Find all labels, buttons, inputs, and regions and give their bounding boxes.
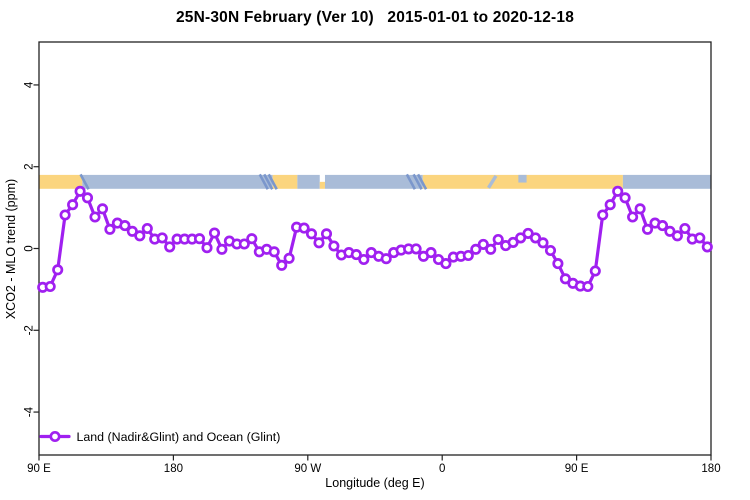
data-point-marker (276, 259, 288, 271)
legend: Land (Nadir&Glint) and Ocean (Glint) (39, 430, 281, 444)
data-point-marker (597, 209, 609, 221)
data-point-marker (156, 232, 168, 244)
coast-slash (258, 173, 269, 190)
data-point-marker (641, 223, 654, 235)
y-tick-label: 0 (24, 245, 36, 251)
coast-slash (412, 173, 423, 190)
x-tick-label: 180 (701, 463, 720, 475)
data-point-marker (694, 232, 706, 244)
band-segment-land (319, 181, 325, 189)
data-point-marker (507, 236, 519, 248)
data-point-marker (656, 220, 669, 232)
data-point-marker (305, 228, 318, 240)
data-point-marker (208, 227, 221, 239)
data-point-marker (193, 233, 206, 245)
data-point-marker (477, 238, 489, 250)
x-tick-label: 180 (164, 463, 183, 475)
data-point-marker (664, 225, 676, 237)
data-point-marker (201, 242, 213, 254)
chart-title: 25N-30N February (Ver 10) 2015-01-01 to … (175, 9, 575, 26)
data-point-marker (89, 211, 101, 223)
data-point-marker (298, 222, 310, 234)
coast-slash (267, 173, 278, 190)
data-point-marker (425, 247, 437, 259)
data-point-marker (529, 232, 542, 244)
sea-notch (518, 174, 527, 183)
data-point-marker (238, 238, 250, 250)
data-point-marker (410, 243, 422, 255)
data-point-marker (141, 222, 153, 235)
data-point-marker (627, 211, 639, 223)
data-point-marker (582, 280, 594, 293)
data-point-marker (59, 209, 71, 221)
data-point-marker (74, 185, 86, 197)
data-point-marker (485, 243, 497, 255)
data-point-marker (604, 199, 616, 211)
data-point-marker (492, 233, 504, 246)
data-point-marker (313, 237, 325, 249)
data-point-marker (544, 244, 557, 257)
data-point-marker (246, 233, 258, 245)
band-segment-ocean (324, 174, 423, 189)
coast-slash (79, 173, 90, 190)
band-segment-ocean (297, 174, 320, 189)
y-tick-label: 4 (24, 81, 36, 88)
y-tick-label: 2 (24, 164, 36, 170)
legend-label: Land (Nadir&Glint) and Ocean (Glint) (77, 430, 281, 444)
band-segment-ocean (82, 174, 273, 189)
x-tick-label: 90 E (27, 463, 51, 475)
data-point-marker (515, 232, 527, 244)
data-point-marker (619, 192, 631, 204)
x-tick-label: 90 W (294, 463, 321, 475)
legend-marker (49, 430, 61, 443)
data-point-marker (462, 249, 474, 262)
data-point-marker (67, 199, 79, 211)
data-point-marker (701, 241, 713, 253)
data-point-marker (612, 185, 624, 197)
data-point-marker (634, 203, 646, 215)
data-point-marker (328, 240, 340, 252)
y-tick-label: -4 (24, 406, 36, 417)
data-point-marker (589, 265, 601, 277)
x-tick-label: 0 (439, 463, 445, 475)
coast-slash (416, 173, 428, 190)
data-point-marker (216, 243, 228, 255)
x-tick-label: 90 E (565, 463, 589, 475)
coast-slash (405, 173, 416, 190)
band-segment-land (39, 174, 83, 189)
data-point-marker (671, 230, 683, 242)
data-point-marker (537, 237, 549, 249)
sea-notch (487, 174, 498, 189)
data-point-marker (104, 223, 116, 235)
data-point-marker (44, 280, 56, 293)
data-point-marker (559, 273, 571, 285)
coast-slash (263, 173, 274, 190)
data-point-marker (320, 228, 333, 240)
data-point-marker (81, 192, 94, 204)
data-point-marker (164, 241, 176, 253)
data-point-marker (470, 243, 482, 255)
y-axis-label: XCO2 - MLO trend (ppm) (4, 178, 18, 320)
data-point-marker (52, 264, 64, 276)
band-segment-land (272, 174, 298, 189)
data-point-marker (350, 249, 362, 261)
data-point-marker (679, 222, 691, 235)
x-axis-label: Longitude (deg E) (325, 476, 425, 490)
y-tick-label: -2 (24, 325, 36, 335)
data-point-marker (552, 258, 564, 270)
data-point-marker (283, 252, 295, 264)
data-point-marker (358, 253, 370, 266)
band-segment-ocean (622, 174, 711, 189)
data-point-marker (119, 220, 131, 232)
data-point-marker (96, 203, 109, 215)
data-point-marker (440, 258, 452, 270)
data-point-marker (380, 253, 392, 265)
data-point-marker (268, 246, 280, 258)
data-point-marker (134, 230, 146, 242)
data-point-marker (126, 225, 138, 237)
